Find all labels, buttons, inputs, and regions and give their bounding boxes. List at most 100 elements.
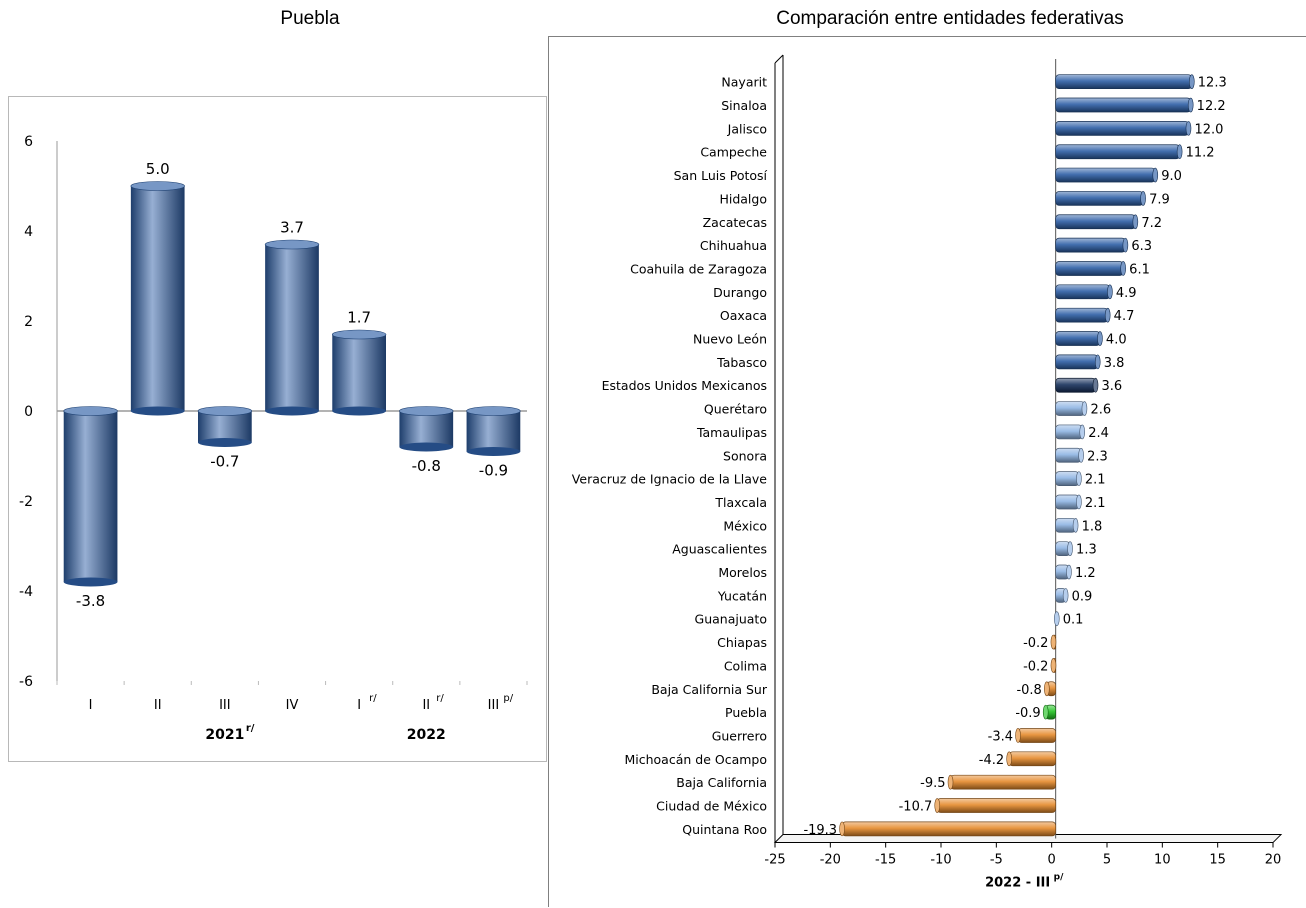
state-bar-end-cap xyxy=(1176,144,1183,160)
bar-top-cap xyxy=(466,406,521,416)
x-tick-label: 5 xyxy=(1103,853,1111,868)
bar xyxy=(130,186,185,411)
puebla-chart-title: Puebla xyxy=(280,8,340,29)
state-label: Quintana Roo xyxy=(682,822,767,837)
year-group-label: 2022 xyxy=(407,727,446,743)
state-bar xyxy=(936,798,1057,813)
state-value-label: 2.4 xyxy=(1088,426,1109,441)
state-bar-end-cap xyxy=(1053,611,1060,627)
x-axis-label-mark: p/ xyxy=(1054,873,1064,883)
state-label: Tamaulipas xyxy=(696,425,767,440)
state-bar xyxy=(1055,331,1101,346)
bar-top-cap xyxy=(130,181,185,191)
x-tick-label: -25 xyxy=(764,853,785,868)
state-bar-end-cap xyxy=(1044,681,1050,697)
state-label: Veracruz de Ignacio de la Llave xyxy=(572,472,768,487)
state-bar-end-cap xyxy=(1094,354,1101,370)
state-label: Morelos xyxy=(718,565,767,580)
state-bar-end-cap xyxy=(839,821,845,837)
state-bar-end-cap xyxy=(1076,494,1082,510)
state-bar-end-cap xyxy=(1067,541,1073,556)
y-tick-label: 2 xyxy=(24,314,33,330)
bar xyxy=(63,411,118,582)
state-bar-end-cap xyxy=(1015,728,1021,743)
x-category-label: III xyxy=(219,698,231,713)
state-bar-end-cap xyxy=(1185,121,1192,136)
x-tick-label: 10 xyxy=(1154,853,1171,868)
bar xyxy=(332,334,386,411)
state-bar xyxy=(1055,191,1144,206)
state-label: Querétaro xyxy=(704,402,767,417)
bar-value-label: -0.7 xyxy=(210,453,239,471)
bar xyxy=(466,411,521,452)
state-bar xyxy=(841,821,1057,837)
y-tick-label: -2 xyxy=(19,494,33,510)
comparison-chart-title: Comparación entre entidades federativas xyxy=(776,8,1124,29)
state-value-label: 0.9 xyxy=(1072,589,1093,604)
x-category-label: II xyxy=(154,698,162,713)
state-bar-end-cap xyxy=(1066,564,1072,580)
bar-value-label: 3.7 xyxy=(280,219,304,237)
states-horizontal-bar-chart: -25 -20 -15 -10 -5 0 5 10 15 20 2022 - III p/Nayari… xyxy=(572,54,1283,891)
state-bar xyxy=(950,774,1057,790)
bar-bottom-cap xyxy=(63,577,118,587)
state-value-label: 7.2 xyxy=(1141,216,1162,231)
state-value-label: 12.3 xyxy=(1198,76,1227,91)
state-bar xyxy=(1055,471,1080,486)
y-tick-label: -6 xyxy=(19,674,33,690)
state-label: Zacatecas xyxy=(703,215,767,230)
state-value-label: 4.0 xyxy=(1106,333,1127,348)
state-bar-end-cap xyxy=(1140,191,1146,206)
x-category-mark: r/ xyxy=(369,693,377,704)
state-label: Aguascalientes xyxy=(672,542,767,557)
state-bar xyxy=(1055,517,1076,533)
bar-value-label: -0.9 xyxy=(479,462,508,480)
state-value-label: -9.5 xyxy=(920,776,945,791)
state-value-label: -4.2 xyxy=(979,753,1004,768)
state-bar-end-cap xyxy=(1076,471,1082,486)
state-bar xyxy=(1055,307,1109,323)
state-bar xyxy=(1017,728,1057,743)
state-label: Oaxaca xyxy=(720,308,767,323)
state-label: Tlaxcala xyxy=(714,495,767,510)
state-value-label: 4.9 xyxy=(1116,286,1137,301)
state-value-label: 12.0 xyxy=(1194,122,1223,137)
state-bar-end-cap xyxy=(1042,704,1049,720)
state-bar-end-cap xyxy=(1188,74,1195,89)
x-category-label: II xyxy=(422,698,430,713)
bar-bottom-cap xyxy=(265,406,319,416)
state-label: Coahuila de Zaragoza xyxy=(630,261,767,276)
state-label: Guanajuato xyxy=(695,612,767,627)
state-bar-end-cap xyxy=(1050,658,1057,673)
left-wall-top-edge xyxy=(774,54,784,64)
x-tick-label: -10 xyxy=(930,853,951,868)
state-bar-end-cap xyxy=(1092,377,1099,393)
bar-top-cap xyxy=(197,406,253,416)
state-bar-end-cap xyxy=(1072,518,1079,533)
state-value-label: 4.7 xyxy=(1114,309,1135,324)
state-bar xyxy=(1055,261,1124,276)
state-bar xyxy=(1008,751,1057,767)
state-value-label: 1.2 xyxy=(1075,566,1096,581)
bar-bottom-cap xyxy=(399,442,454,452)
state-label: Sonora xyxy=(723,448,767,463)
state-bar-end-cap xyxy=(1122,237,1129,253)
state-label: Michoacán de Ocampo xyxy=(624,752,767,767)
state-value-label: -0.2 xyxy=(1023,659,1048,674)
state-bar-end-cap xyxy=(934,798,941,813)
x-category-label: I xyxy=(89,698,93,713)
state-value-label: -19.3 xyxy=(803,823,837,838)
state-value-label: 3.6 xyxy=(1102,379,1123,394)
bar-value-label: -3.8 xyxy=(76,592,105,610)
state-value-label: 2.3 xyxy=(1087,449,1108,464)
x-category-label: IV xyxy=(286,698,299,713)
state-label: Yucatán xyxy=(717,588,767,603)
state-value-label: 1.3 xyxy=(1076,543,1097,558)
bar xyxy=(399,411,454,447)
year-group-label: 2021 xyxy=(205,727,244,743)
state-bar xyxy=(1055,284,1111,300)
state-bar-end-cap xyxy=(1079,424,1086,440)
state-value-label: -0.8 xyxy=(1016,683,1041,698)
state-label: Ciudad de México xyxy=(656,799,767,814)
